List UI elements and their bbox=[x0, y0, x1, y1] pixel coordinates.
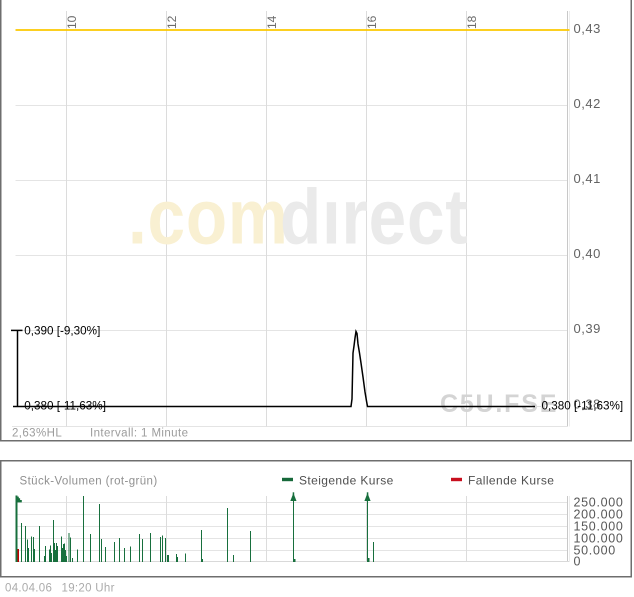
svg-text:0,43: 0,43 bbox=[574, 21, 601, 36]
svg-text:0,39: 0,39 bbox=[574, 321, 601, 336]
svg-text:Stück-Volumen (rot-grün): Stück-Volumen (rot-grün) bbox=[20, 476, 158, 488]
svg-text:0: 0 bbox=[574, 554, 582, 568]
svg-text:50.000: 50.000 bbox=[574, 543, 616, 557]
svg-text:100.000: 100.000 bbox=[574, 531, 624, 545]
svg-text:10: 10 bbox=[65, 15, 79, 29]
svg-text:0,380 [-11,63%]: 0,380 [-11,63%] bbox=[24, 400, 106, 413]
svg-text:18: 18 bbox=[465, 15, 479, 29]
svg-text:dırect: dırect bbox=[280, 174, 469, 261]
svg-text:04.04.06: 04.04.06 bbox=[5, 583, 52, 595]
svg-text:.com: .com bbox=[128, 174, 289, 261]
svg-text:12: 12 bbox=[165, 15, 179, 29]
svg-text:0,40: 0,40 bbox=[574, 246, 601, 261]
svg-text:0,38: 0,38 bbox=[574, 397, 601, 412]
svg-text:Steigende Kurse: Steigende Kurse bbox=[299, 473, 394, 487]
svg-text:0,41: 0,41 bbox=[574, 171, 601, 186]
svg-text:150.000: 150.000 bbox=[574, 519, 624, 533]
svg-text:2,63%HL: 2,63%HL bbox=[12, 428, 62, 440]
svg-text:0,42: 0,42 bbox=[574, 96, 601, 111]
svg-text:0,380 [-11,63%]: 0,380 [-11,63%] bbox=[542, 400, 624, 413]
svg-text:250.000: 250.000 bbox=[574, 495, 624, 509]
svg-text:0,390 [-9,30%]: 0,390 [-9,30%] bbox=[24, 325, 100, 338]
svg-text:200.000: 200.000 bbox=[574, 507, 624, 521]
svg-text:Intervall: 1 Minute: Intervall: 1 Minute bbox=[90, 428, 188, 440]
svg-text:C5U.FSE: C5U.FSE bbox=[440, 390, 558, 418]
svg-text:Fallende Kurse: Fallende Kurse bbox=[468, 473, 554, 487]
svg-text:19:20 Uhr: 19:20 Uhr bbox=[62, 583, 115, 595]
svg-text:14: 14 bbox=[265, 15, 279, 29]
svg-text:16: 16 bbox=[365, 15, 379, 29]
